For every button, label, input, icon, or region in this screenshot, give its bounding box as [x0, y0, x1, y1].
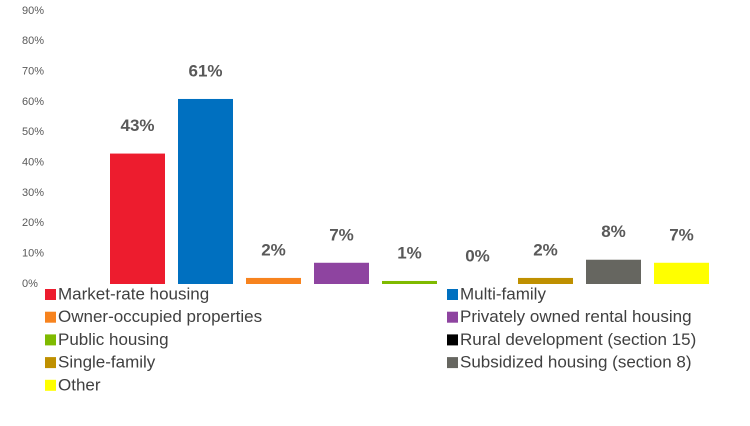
bar [178, 98, 233, 284]
bar [654, 262, 709, 284]
legend-swatch [45, 334, 56, 346]
legend-label: Subsidized housing (section 8) [460, 353, 692, 372]
legend-swatch [45, 379, 56, 391]
y-tick-label: 90% [22, 5, 44, 17]
bar [518, 277, 573, 284]
y-tick-label: 80% [22, 35, 44, 47]
bar [110, 153, 165, 284]
value-label: 1% [397, 243, 422, 262]
value-label: 7% [669, 225, 694, 244]
y-tick-label: 50% [22, 126, 44, 138]
value-label: 0% [465, 246, 490, 265]
y-tick-label: 70% [22, 66, 44, 78]
bar [382, 280, 437, 284]
legend-label: Rural development (section 15) [460, 330, 696, 349]
value-label: 8% [601, 222, 626, 241]
legend-swatch [447, 289, 458, 300]
y-tick-label: 60% [22, 96, 44, 108]
legend-swatch [447, 357, 458, 369]
bar [314, 262, 369, 284]
legend-label: Public housing [58, 330, 169, 349]
legend-label: Privately owned rental housing [460, 307, 692, 326]
legend-label: Single-family [58, 353, 156, 372]
legend-swatch [447, 334, 458, 346]
value-label: 2% [261, 240, 286, 259]
y-tick-label: 0% [22, 278, 38, 290]
legend-swatch [45, 357, 56, 369]
legend-label: Market-rate housing [58, 284, 209, 303]
value-label: 7% [329, 225, 354, 244]
legend-swatch [447, 311, 458, 323]
value-label: 61% [188, 61, 222, 80]
value-label: 2% [533, 240, 558, 259]
legend-label: Multi-family [460, 284, 546, 303]
legend-label: Other [58, 375, 101, 394]
y-tick-label: 20% [22, 217, 44, 229]
legend-swatch [45, 311, 56, 323]
legend-label: Owner-occupied properties [58, 307, 262, 326]
bar [246, 277, 301, 284]
y-tick-label: 40% [22, 157, 44, 169]
bar [586, 259, 641, 284]
y-tick-label: 30% [22, 187, 44, 199]
y-tick-label: 10% [22, 248, 44, 260]
legend-swatch [45, 289, 56, 300]
value-label: 43% [120, 116, 154, 135]
